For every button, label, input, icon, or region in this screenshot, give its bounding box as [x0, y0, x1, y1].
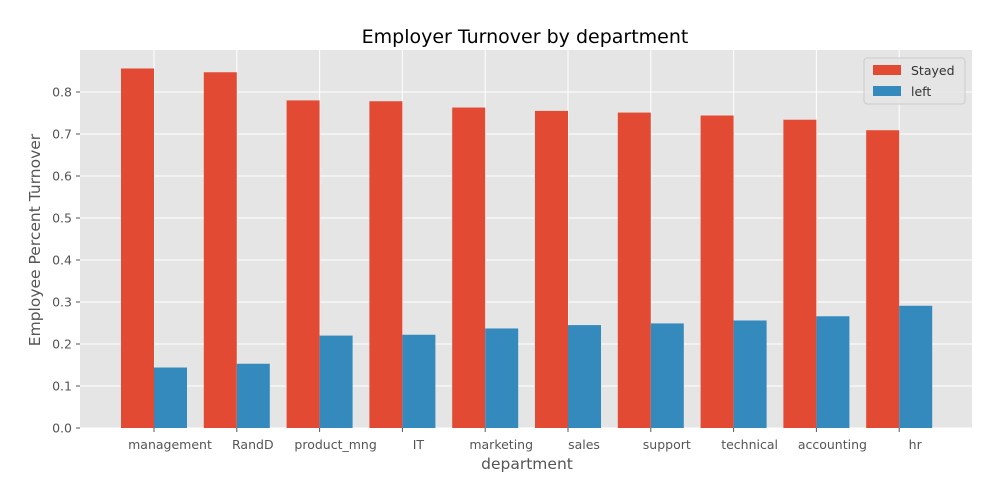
- bar-left-sales: [568, 325, 601, 428]
- y-tick-label: 0.3: [52, 295, 72, 310]
- x-tick-label: product_mng: [294, 437, 376, 452]
- bar-stayed-management: [121, 68, 154, 428]
- bar-left-randd: [236, 363, 270, 428]
- y-tick-label: 0.1: [52, 379, 72, 394]
- bar-stayed-support: [617, 112, 651, 428]
- bars: [121, 68, 933, 429]
- bar-left-technical: [733, 320, 767, 428]
- y-tick-label: 0.8: [52, 85, 72, 100]
- x-axis-ticks: management RandD product_mng IT marketing sal…: [128, 428, 923, 452]
- bar-stayed-randd: [203, 72, 237, 428]
- legend: Stayed left: [863, 57, 966, 105]
- y-tick-label: 0.0: [52, 421, 72, 436]
- x-tick-label: IT: [413, 437, 425, 452]
- bar-stayed-hr: [866, 130, 900, 428]
- bar-left-support: [650, 323, 684, 428]
- x-tick-label: RandD: [232, 437, 274, 452]
- y-axis-label: Employee Percent Turnover: [26, 133, 44, 346]
- bar-left-product_mng: [319, 335, 353, 428]
- legend-swatch-stayed: [873, 65, 901, 75]
- bar-stayed-accounting: [783, 119, 817, 428]
- x-tick-label: management: [128, 437, 212, 452]
- x-tick-label: technical: [721, 437, 778, 452]
- y-tick-label: 0.7: [52, 127, 72, 142]
- y-axis-ticks: 0.0 0.1 0.2 0.3 0.4 0.5 0.6 0.7 0.8: [52, 85, 80, 436]
- bar-stayed-it: [369, 101, 403, 429]
- x-tick-label: support: [643, 437, 691, 452]
- y-tick-label: 0.2: [52, 337, 72, 352]
- bar-stayed-sales: [535, 110, 568, 429]
- legend-swatch-left: [873, 86, 901, 96]
- bar-left-it: [402, 334, 436, 428]
- bar-stayed-marketing: [452, 107, 486, 428]
- bar-left-marketing: [485, 328, 519, 428]
- bar-stayed-product_mng: [286, 100, 320, 429]
- bar-left-accounting: [816, 316, 850, 428]
- bar-left-hr: [899, 305, 933, 428]
- x-tick-label: hr: [909, 437, 923, 452]
- y-tick-label: 0.5: [52, 211, 72, 226]
- legend-label-left: left: [911, 84, 931, 99]
- chart-title: Employer Turnover by department: [362, 26, 689, 48]
- x-axis-label: department: [481, 455, 573, 473]
- y-tick-label: 0.6: [52, 169, 72, 184]
- bar-stayed-technical: [700, 115, 734, 429]
- x-tick-label: accounting: [798, 437, 867, 452]
- legend-label-stayed: Stayed: [911, 63, 955, 78]
- bar-left-management: [154, 367, 187, 428]
- x-tick-label: sales: [568, 437, 600, 452]
- y-tick-label: 0.4: [52, 253, 72, 268]
- x-tick-label: marketing: [469, 437, 533, 452]
